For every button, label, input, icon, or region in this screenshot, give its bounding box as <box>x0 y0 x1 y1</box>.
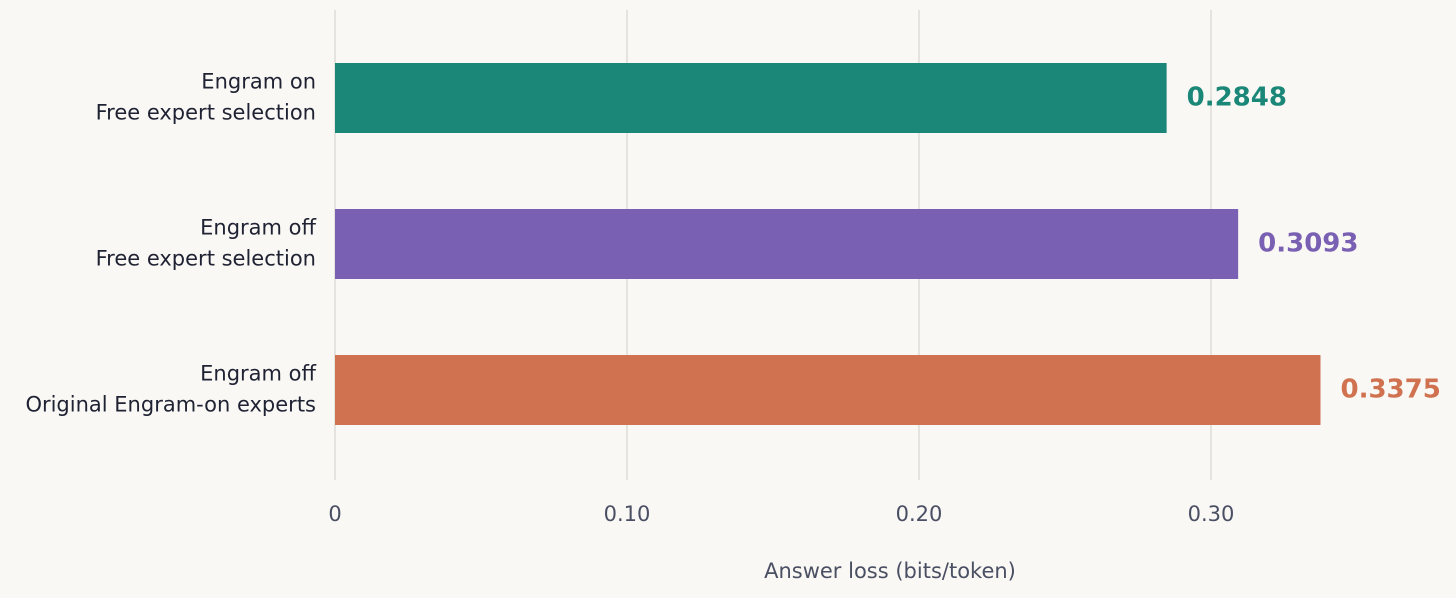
x-tick-label: 0 <box>328 502 341 526</box>
bar <box>335 355 1321 425</box>
bar <box>335 63 1167 133</box>
value-label: 0.3093 <box>1258 229 1358 259</box>
x-axis-label: Answer loss (bits/token) <box>764 559 1016 583</box>
bar <box>335 209 1239 279</box>
x-tick-label: 0.20 <box>896 502 943 526</box>
y-tick-label: Original Engram-on experts <box>25 393 316 417</box>
y-tick-label: Engram off <box>200 362 316 386</box>
value-label: 0.3375 <box>1341 375 1441 405</box>
y-tick-label: Engram off <box>200 216 316 240</box>
y-tick-label: Free expert selection <box>96 101 316 125</box>
y-tick-label: Engram on <box>201 70 316 94</box>
y-tick-label: Free expert selection <box>96 247 316 271</box>
x-tick-label: 0.10 <box>604 502 651 526</box>
value-label: 0.2848 <box>1187 83 1287 113</box>
x-tick-label: 0.30 <box>1188 502 1235 526</box>
